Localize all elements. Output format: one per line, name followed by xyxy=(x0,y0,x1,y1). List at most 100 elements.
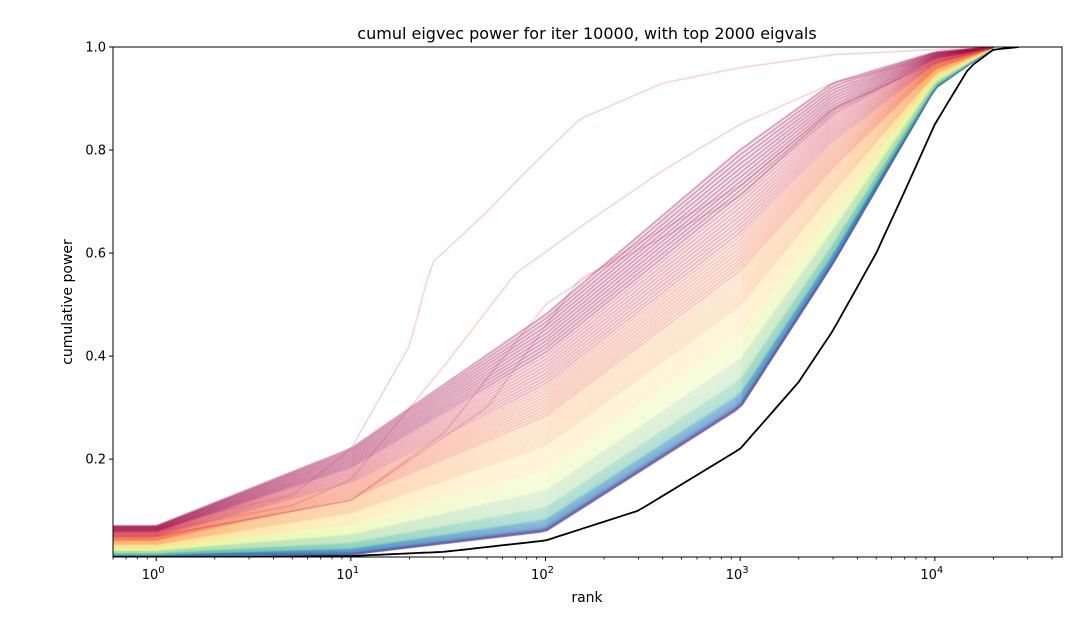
series-line xyxy=(113,47,995,556)
series-line xyxy=(113,47,994,550)
outlier-series-line xyxy=(113,47,994,527)
series-line xyxy=(113,47,995,555)
series-line xyxy=(113,47,994,538)
series-line xyxy=(113,47,995,557)
series-line xyxy=(113,47,994,529)
series-line xyxy=(113,47,994,553)
series-line xyxy=(113,47,994,545)
series-line xyxy=(113,47,995,557)
series-line xyxy=(113,47,994,552)
series-line xyxy=(113,47,995,557)
series-line xyxy=(113,47,995,557)
series-line xyxy=(113,47,994,537)
series-line xyxy=(113,47,994,547)
outlier-series-line xyxy=(113,47,994,532)
series-line xyxy=(113,47,995,556)
x-tick-label: 102 xyxy=(531,565,554,583)
series-line xyxy=(113,47,994,554)
series-line xyxy=(113,47,994,553)
series-line xyxy=(113,47,994,544)
y-tick-label: 0.2 xyxy=(85,453,106,468)
series-line xyxy=(113,47,994,549)
series-line xyxy=(113,47,994,530)
series-line xyxy=(113,47,994,551)
axes: 0.2 0.4 0.6 0.8 1.0 100 101 102 103 104 xyxy=(85,41,1053,583)
series-line xyxy=(113,47,995,557)
series-line xyxy=(113,47,994,542)
series-line xyxy=(113,47,994,550)
series-line xyxy=(113,47,994,534)
series-line xyxy=(113,47,994,534)
series-line xyxy=(113,47,994,546)
series-line xyxy=(113,47,995,556)
series-line xyxy=(113,47,994,539)
series-line xyxy=(113,47,994,549)
series-line xyxy=(113,47,994,539)
y-tick-label: 0.8 xyxy=(85,144,106,159)
y-axis-label: cumulative power xyxy=(60,239,76,365)
series-line xyxy=(113,47,994,550)
series-line xyxy=(113,47,994,549)
series-line xyxy=(113,47,995,557)
series-line xyxy=(113,47,994,547)
series-line xyxy=(113,47,995,556)
series-line xyxy=(113,47,994,548)
series-line xyxy=(113,47,994,541)
series-line xyxy=(113,47,994,532)
series-line xyxy=(113,47,994,550)
series-line xyxy=(113,47,995,557)
plot-area xyxy=(113,47,1019,557)
series-line xyxy=(113,47,995,557)
series-line xyxy=(113,47,995,555)
series-line xyxy=(113,47,994,543)
x-tick-label: 100 xyxy=(142,565,165,583)
series-line xyxy=(113,47,994,540)
series-line xyxy=(113,47,994,555)
series-line xyxy=(113,47,995,555)
series-line xyxy=(113,47,995,557)
series-line xyxy=(113,47,995,557)
series-line xyxy=(113,47,994,535)
plot-frame xyxy=(112,46,1063,558)
series-line xyxy=(113,47,994,530)
series-line xyxy=(113,47,995,556)
y-tick-label: 0.6 xyxy=(85,247,106,262)
series-line xyxy=(113,47,994,554)
series-line xyxy=(113,47,994,544)
series-line xyxy=(113,47,995,556)
y-tick-label: 0.4 xyxy=(85,350,106,365)
series-line xyxy=(113,47,994,531)
series-line xyxy=(113,47,994,528)
series-line xyxy=(113,47,994,538)
series-line xyxy=(113,47,995,555)
series-line xyxy=(113,47,994,541)
series-line xyxy=(113,47,994,547)
series-line xyxy=(113,47,994,552)
series-line xyxy=(113,47,994,537)
series-line xyxy=(113,47,994,536)
series-line xyxy=(113,47,994,546)
series-line xyxy=(113,47,994,553)
series-line xyxy=(113,47,994,531)
series-line xyxy=(113,47,994,532)
series-line xyxy=(113,47,994,543)
x-tick-label: 103 xyxy=(726,565,749,583)
x-tick-label: 101 xyxy=(336,565,359,583)
series-line xyxy=(113,47,994,551)
series-line xyxy=(113,47,994,542)
series-line xyxy=(113,47,994,539)
series-line xyxy=(113,47,994,553)
chart-title: cumul eigvec power for iter 10000, with … xyxy=(357,24,816,43)
y-tick-label: 1.0 xyxy=(85,41,106,56)
series-line xyxy=(113,47,995,557)
series-line xyxy=(113,47,994,540)
outlier-series-line xyxy=(113,47,994,538)
series-line xyxy=(113,47,994,536)
series-line xyxy=(113,47,994,528)
series-line xyxy=(113,47,994,544)
series-line xyxy=(113,47,994,546)
series-line xyxy=(113,47,994,542)
series-line xyxy=(113,47,994,529)
